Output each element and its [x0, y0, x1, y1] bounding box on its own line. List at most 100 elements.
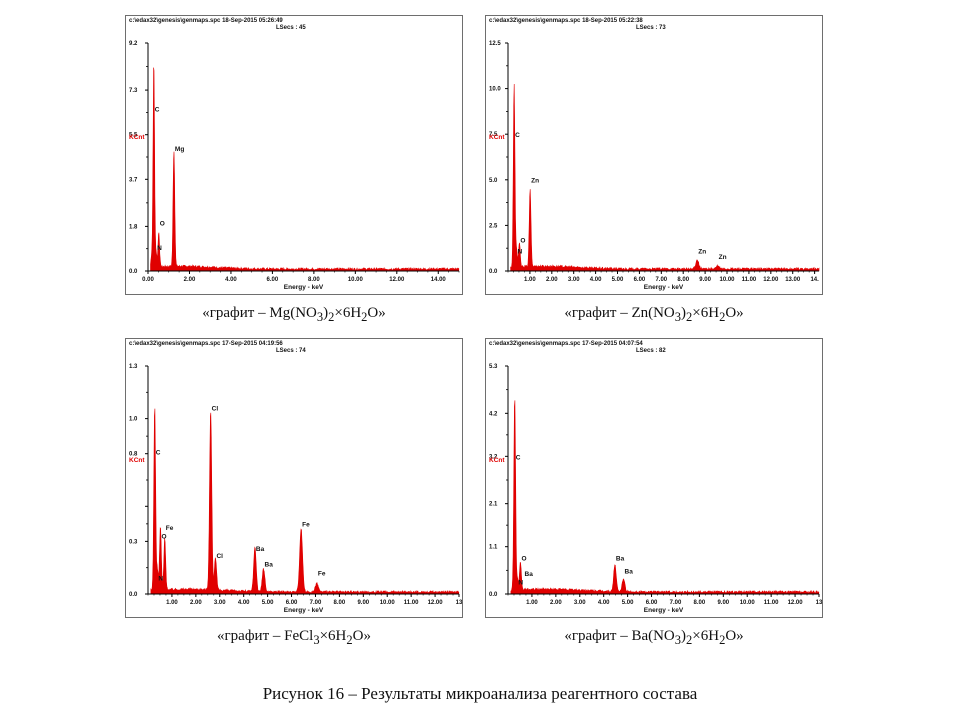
- spectrum-area: [150, 408, 460, 595]
- x-tick-label: 0.00: [142, 277, 154, 283]
- spectrum-chart: 0.0 0.3 0.8 1.0 1.3 KCnt 1.00 2.00 3.00 4.00 5.00 6…: [129, 364, 463, 614]
- y-tick-label: 1.1: [489, 545, 498, 551]
- panel-caption: «графит – Ba(NO3)2×6H2O»: [564, 628, 744, 647]
- x-tick-label: 9.00: [699, 277, 711, 283]
- peak-label: Zn: [698, 249, 706, 256]
- x-tick-label: 2.00: [190, 600, 202, 606]
- peak-label: Ba: [616, 556, 625, 563]
- y-tick-label: 10.0: [489, 87, 501, 93]
- x-tick-label: 8.00: [694, 600, 706, 606]
- figure-caption: Рисунок 16 – Результаты микроанализа реа…: [262, 684, 698, 703]
- peak-label: Ba: [525, 571, 534, 578]
- y-tick-label: 0.8: [129, 452, 138, 458]
- x-tick-label: 1.00: [166, 600, 178, 606]
- x-tick-label: 4.00: [598, 600, 610, 606]
- panel-caption: «графит – FeCl3×6H2O»: [217, 628, 371, 647]
- y-tick-label: 2.1: [489, 502, 498, 508]
- y-tick-label: 9.2: [129, 41, 138, 47]
- x-tick-label: 6.00: [646, 600, 658, 606]
- x-tick-label: 10.00: [740, 600, 756, 606]
- peak-label: C: [155, 106, 160, 113]
- spectrum-area: [510, 400, 820, 595]
- panel-caption: «графит – Mg(NO3)2×6H2O»: [202, 305, 386, 324]
- x-tick-label: 6.00: [286, 600, 298, 606]
- x-tick-label: 13: [816, 600, 823, 606]
- live-seconds: LSecs : 45: [276, 25, 306, 31]
- timestamp: 18-Sep-2015 05:22:38: [582, 18, 643, 24]
- timestamp: 17-Sep-2015 04:07:54: [582, 341, 643, 347]
- x-tick-label: 10.00: [348, 277, 364, 283]
- peak-label: C: [516, 455, 521, 462]
- x-tick-label: 3.00: [574, 600, 586, 606]
- y-tick-label: 2.5: [489, 223, 498, 229]
- file-path: c:\edax32\genesis\genmaps.spc: [489, 18, 581, 24]
- spectrum-area: [510, 83, 820, 272]
- x-tick-label: 11.00: [764, 600, 779, 606]
- x-tick-label: 8.00: [334, 600, 346, 606]
- x-tick-label: 7.00: [655, 277, 667, 283]
- spectrum-chart: 0.0 1.8 3.7 5.5 7.3 9.2 KCnt 0.00 2.00 4.00 6.00 8.…: [129, 41, 460, 291]
- live-seconds: LSecs : 73: [636, 25, 666, 31]
- y-tick-label: 5.5: [129, 133, 138, 139]
- file-path: c:\edax32\genesis\genmaps.spc: [489, 341, 581, 347]
- y-tick-label: 5.3: [489, 364, 498, 370]
- peak-label: Cl: [216, 553, 223, 560]
- live-seconds: LSecs : 74: [276, 348, 306, 354]
- x-tick-label: 2.00: [184, 277, 196, 283]
- x-tick-label: 7.00: [670, 600, 682, 606]
- y-axis-label: KCnt: [129, 457, 145, 464]
- x-tick-label: 1.00: [526, 600, 538, 606]
- peak-label: C: [515, 132, 520, 139]
- timestamp: 18-Sep-2015 05:26:49: [222, 18, 283, 24]
- peak-label: Fe: [302, 521, 310, 528]
- peak-label: Ba: [265, 562, 274, 569]
- peak-label: N: [158, 576, 163, 583]
- x-tick-label: 9.00: [357, 600, 369, 606]
- x-tick-label: 14.: [810, 277, 819, 283]
- timestamp: 17-Sep-2015 04:19:56: [222, 341, 283, 347]
- x-tick-label: 6.00: [634, 277, 646, 283]
- y-tick-label: 7.3: [129, 88, 138, 94]
- x-tick-label: 11.00: [404, 600, 419, 606]
- y-axis-label: KCnt: [489, 134, 505, 141]
- x-tick-label: 5.00: [622, 600, 634, 606]
- x-tick-label: 8.00: [308, 277, 320, 283]
- x-tick-label: 5.00: [612, 277, 624, 283]
- file-info: c:\edax32\genesis\genmaps.spc 18-Sep-201…: [489, 18, 643, 24]
- x-tick-label: 11.00: [742, 277, 757, 283]
- x-tick-label: 13.00: [785, 277, 801, 283]
- peak-label: O: [160, 220, 165, 227]
- x-tick-label: 10.00: [720, 277, 736, 283]
- x-tick-label: 1.00: [524, 277, 536, 283]
- peak-label: Fe: [318, 570, 326, 577]
- x-axis-label: Energy - keV: [284, 284, 324, 291]
- x-tick-label: 12.00: [788, 600, 804, 606]
- y-tick-label: 1.3: [129, 364, 138, 370]
- x-tick-label: 13: [456, 600, 463, 606]
- x-tick-label: 10.00: [380, 600, 396, 606]
- x-tick-label: 9.00: [717, 600, 729, 606]
- y-tick-label: 3.2: [489, 454, 498, 460]
- spectrum-chart: 0.0 1.1 2.1 3.2 4.2 5.3 KCnt 1.00 2.00 3.00 4.00 5.…: [489, 364, 823, 614]
- y-tick-label: 0.0: [129, 592, 138, 598]
- y-tick-label: 3.7: [129, 177, 138, 183]
- x-tick-label: 3.00: [568, 277, 580, 283]
- peak-label: N: [157, 245, 162, 252]
- y-tick-label: 1.8: [129, 224, 138, 230]
- x-tick-label: 12.00: [428, 600, 444, 606]
- spectrum-chart: 0.0 2.5 5.0 7.5 10.0 12.5 KCnt 1.00 2.00 3.00 4.00…: [489, 41, 820, 291]
- y-tick-label: 4.2: [489, 411, 498, 417]
- spectrum-panel-zn: c:\edax32\genesis\genmaps.spc 18-Sep-201…: [485, 15, 823, 295]
- y-tick-label: 0.0: [489, 269, 498, 275]
- peak-label: Cl: [212, 406, 219, 413]
- file-info: c:\edax32\genesis\genmaps.spc 17-Sep-201…: [129, 341, 283, 347]
- peak-label: N: [518, 579, 523, 586]
- file-info: c:\edax32\genesis\genmaps.spc 17-Sep-201…: [489, 341, 643, 347]
- peak-label: C: [156, 449, 161, 456]
- x-tick-label: 6.00: [267, 277, 279, 283]
- y-axis-label: KCnt: [129, 134, 145, 141]
- y-tick-label: 0.3: [129, 539, 138, 545]
- peak-label: Ba: [256, 546, 265, 553]
- y-axis-label: KCnt: [489, 457, 505, 464]
- x-tick-label: 14.00: [431, 277, 447, 283]
